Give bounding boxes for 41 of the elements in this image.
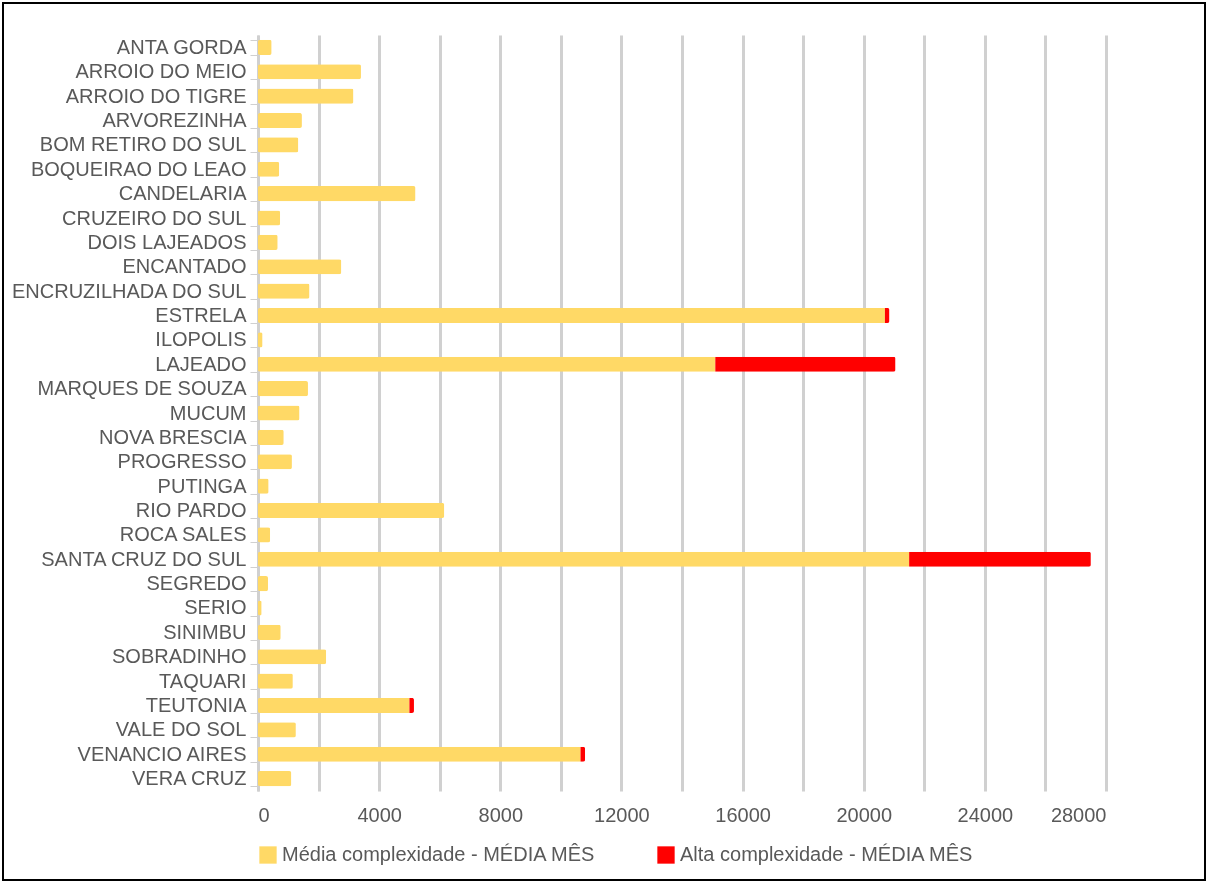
legend-label: Alta complexidade - MÉDIA MÊS [680, 843, 973, 865]
y-tick-label: VALE DO SOL [115, 718, 247, 741]
y-tick-label: RIO PARDO [135, 498, 247, 521]
y-tick-label: SEGREDO [146, 572, 247, 595]
y-tick-label: ROCA SALES [119, 523, 247, 546]
y-tick-label: SERIO [184, 596, 247, 619]
x-tick-label: 24000 [957, 803, 1014, 826]
y-tick-label: ARVOREZINHA [102, 109, 248, 132]
y-tick-label: MARQUES DE SOUZA [37, 377, 248, 400]
y-tick-label: PROGRESSO [117, 450, 247, 473]
x-tick-label: 28000 [1050, 803, 1107, 826]
x-tick-label: 4000 [357, 803, 402, 826]
y-tick-label: MUCUM [169, 401, 247, 424]
x-tick-label: 0 [258, 803, 270, 826]
x-tick-label: 20000 [836, 803, 893, 826]
y-tick-label: ESTRELA [155, 304, 248, 327]
y-tick-label: CRUZEIRO DO SUL [62, 206, 247, 229]
x-tick-label: 16000 [715, 803, 771, 826]
y-tick-label: LAJEADO [155, 352, 247, 375]
legend-label: Média complexidade - MÉDIA MÊS [282, 843, 595, 865]
y-tick-label: CANDELARIA [118, 182, 248, 205]
y-tick-label: SINIMBU [163, 620, 247, 643]
y-tick-label: TEUTONIA [145, 693, 248, 716]
y-tick-label: ARROIO DO MEIO [75, 60, 247, 83]
y-tick-label: SANTA CRUZ DO SUL [41, 547, 247, 570]
y-tick-label: ENCRUZILHADA DO SUL [12, 279, 247, 302]
y-tick-label: VERA CRUZ [132, 767, 247, 790]
y-tick-label: PUTINGA [157, 474, 248, 497]
y-tick-label: DOIS LAJEADOS [87, 230, 247, 253]
x-tick-label: 8000 [478, 803, 524, 826]
y-tick-label: VENANCIO AIRES [77, 742, 247, 765]
x-tick-label: 12000 [594, 803, 650, 826]
y-tick-label: ARROIO DO TIGRE [65, 84, 247, 107]
y-tick-label: SOBRADINHO [112, 645, 247, 668]
y-tick-label: ILOPOLIS [155, 328, 247, 351]
y-tick-label: NOVA BRESCIA [99, 425, 248, 448]
y-tick-label: BOQUEIRAO DO LEAO [30, 157, 247, 180]
y-tick-label: ENCANTADO [122, 255, 247, 278]
y-tick-label: TAQUARI [159, 669, 247, 692]
y-tick-label: BOM RETIRO DO SUL [39, 133, 247, 156]
y-tick-label: ANTA GORDA [116, 35, 248, 58]
